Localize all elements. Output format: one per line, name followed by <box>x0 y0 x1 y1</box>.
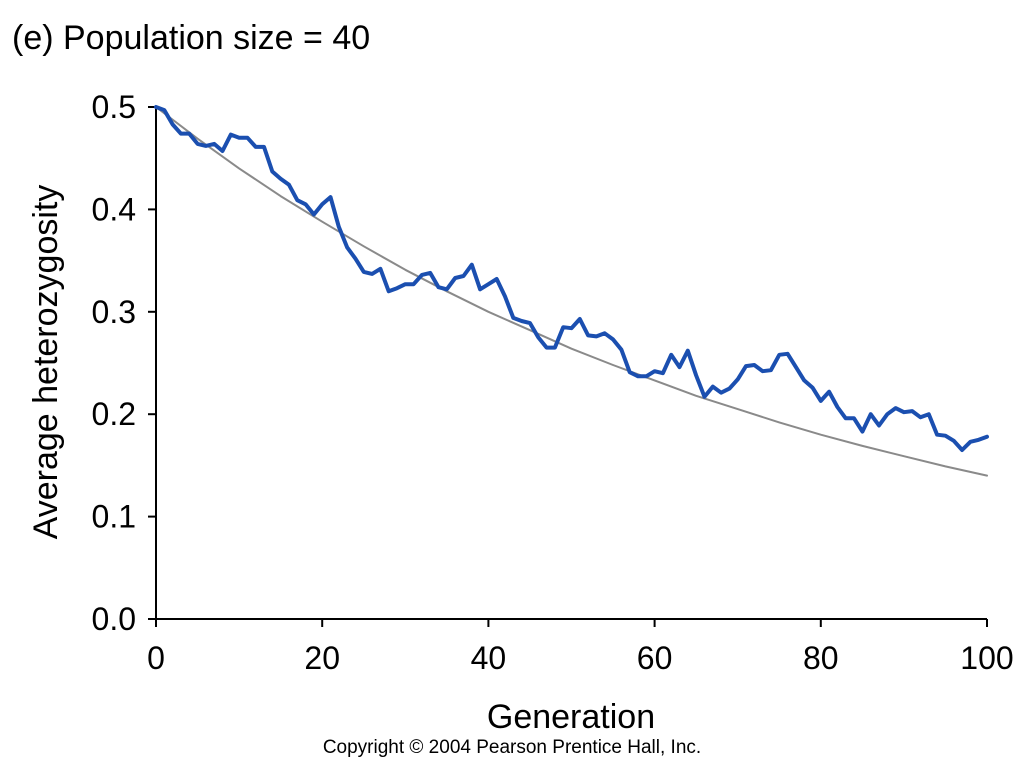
x-tick-label: 100 <box>960 640 1013 676</box>
y-tick-label: 0.1 <box>92 499 136 535</box>
x-tick-label: 60 <box>637 640 673 676</box>
x-tick-label: 20 <box>304 640 340 676</box>
chart-title: (e) Population size = 40 <box>12 19 371 57</box>
series-group <box>154 105 989 477</box>
line-chart: 0 20 40 60 80 100 0.0 0.1 0.2 0.3 0.4 0.5 Generatio… <box>27 89 1014 730</box>
y-tick-label: 0.3 <box>92 294 136 330</box>
axes <box>155 107 987 620</box>
series-line-expected <box>155 106 988 477</box>
ticks: 0 20 40 60 80 100 0.0 0.1 0.2 0.3 0.4 0.5 <box>92 89 1014 676</box>
y-tick-label: 0.5 <box>92 89 136 125</box>
y-axis-label: Average heterozygosity <box>27 185 65 540</box>
y-tick-label: 0.0 <box>92 601 136 637</box>
x-tick-label: 80 <box>803 640 839 676</box>
y-tick-label: 0.4 <box>92 191 136 227</box>
y-tick-label: 0.2 <box>92 396 136 432</box>
copyright-notice: Copyright © 2004 Pearson Prentice Hall, … <box>322 737 702 758</box>
x-tick-label: 0 <box>147 640 165 676</box>
x-axis-label: Generation <box>487 698 655 730</box>
series-line-simulated <box>154 105 989 452</box>
x-tick-label: 40 <box>471 640 507 676</box>
